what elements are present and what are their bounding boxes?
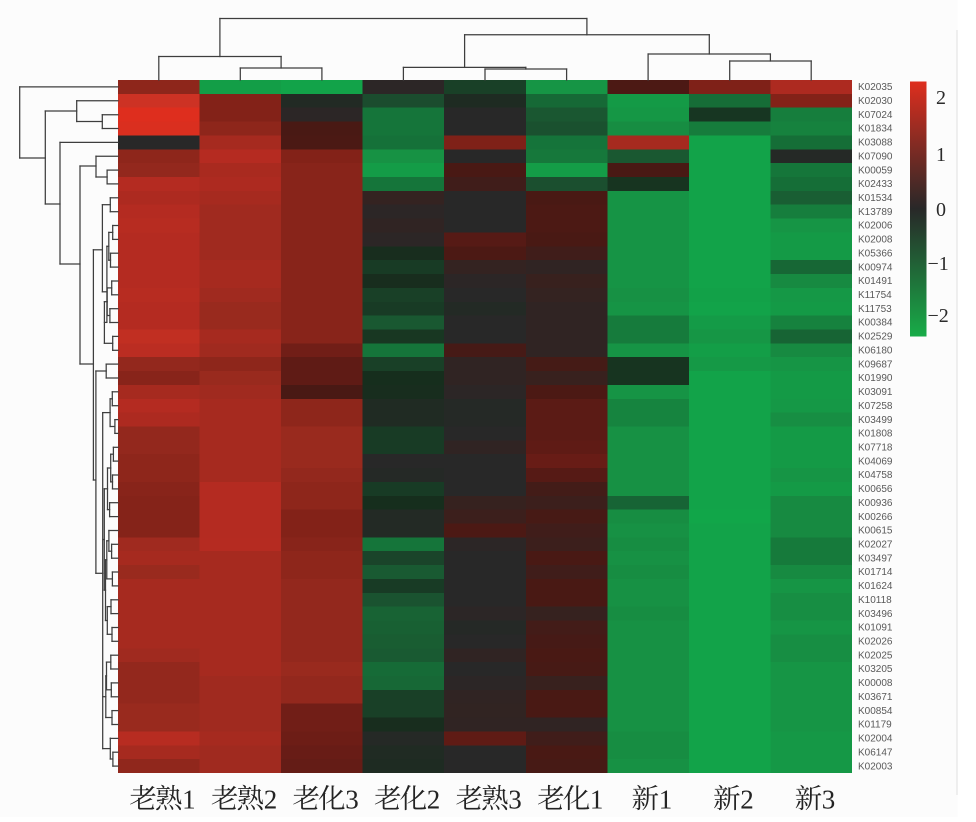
svg-text:1: 1 [936,144,946,166]
svg-text:1: 1 [182,785,196,815]
svg-text:K02529: K02529 [858,332,893,343]
svg-text:K01808: K01808 [858,429,893,440]
svg-text:K07718: K07718 [858,443,893,454]
svg-text:K03499: K03499 [858,415,893,426]
svg-text:K02004: K02004 [858,734,893,745]
svg-text:2: 2 [936,87,946,109]
svg-text:K01534: K01534 [858,193,893,204]
svg-text:K07258: K07258 [858,401,893,412]
svg-text:K01834: K01834 [858,124,893,135]
svg-text:0: 0 [936,199,946,221]
svg-text:K02035: K02035 [858,82,893,93]
svg-text:K00854: K00854 [858,706,893,717]
svg-text:K07090: K07090 [858,151,893,162]
svg-text:K02030: K02030 [858,96,893,107]
svg-text:K03496: K03496 [858,609,893,620]
svg-text:K00656: K00656 [858,484,893,495]
svg-text:K11753: K11753 [858,304,892,315]
svg-text:K01990: K01990 [858,373,893,384]
svg-text:K06180: K06180 [858,346,893,357]
svg-text:−1: −1 [928,253,949,275]
svg-text:K00615: K00615 [858,526,893,537]
svg-text:K06147: K06147 [858,747,893,758]
svg-text:−2: −2 [928,305,949,327]
svg-text:K02008: K02008 [858,235,893,246]
svg-text:K02003: K02003 [858,761,893,772]
svg-text:K01491: K01491 [858,276,893,287]
svg-text:K01179: K01179 [858,720,892,731]
svg-text:K00384: K00384 [858,318,893,329]
svg-text:K02025: K02025 [858,650,893,661]
svg-text:K01091: K01091 [858,623,893,634]
svg-text:K00266: K00266 [858,512,893,523]
svg-text:2: 2 [740,785,754,815]
svg-text:K04758: K04758 [858,470,893,481]
svg-text:2: 2 [427,785,441,815]
svg-text:K02026: K02026 [858,637,893,648]
svg-text:K00008: K00008 [858,678,893,689]
svg-text:K10118: K10118 [858,595,892,606]
svg-text:3: 3 [345,785,359,815]
svg-text:2: 2 [264,785,278,815]
svg-text:K07024: K07024 [858,110,893,121]
svg-text:1: 1 [659,785,673,815]
svg-text:K00059: K00059 [858,165,893,176]
svg-text:3: 3 [508,785,522,815]
svg-text:K03497: K03497 [858,553,893,564]
svg-text:K04069: K04069 [858,456,893,467]
svg-text:K13789: K13789 [858,207,893,218]
svg-text:K02027: K02027 [858,540,893,551]
svg-text:K11754: K11754 [858,290,892,301]
svg-text:K03091: K03091 [858,387,893,398]
svg-text:K00936: K00936 [858,498,893,509]
svg-text:3: 3 [822,785,836,815]
svg-text:K03088: K03088 [858,138,893,149]
svg-text:1: 1 [590,785,604,815]
svg-text:K02433: K02433 [858,179,893,190]
svg-text:K09687: K09687 [858,359,893,370]
svg-text:K00974: K00974 [858,262,893,273]
svg-text:K03671: K03671 [858,692,893,703]
svg-text:K01624: K01624 [858,581,893,592]
svg-text:K05366: K05366 [858,248,893,259]
svg-text:K02006: K02006 [858,221,893,232]
svg-text:K01714: K01714 [858,567,893,578]
svg-text:K03205: K03205 [858,664,893,675]
